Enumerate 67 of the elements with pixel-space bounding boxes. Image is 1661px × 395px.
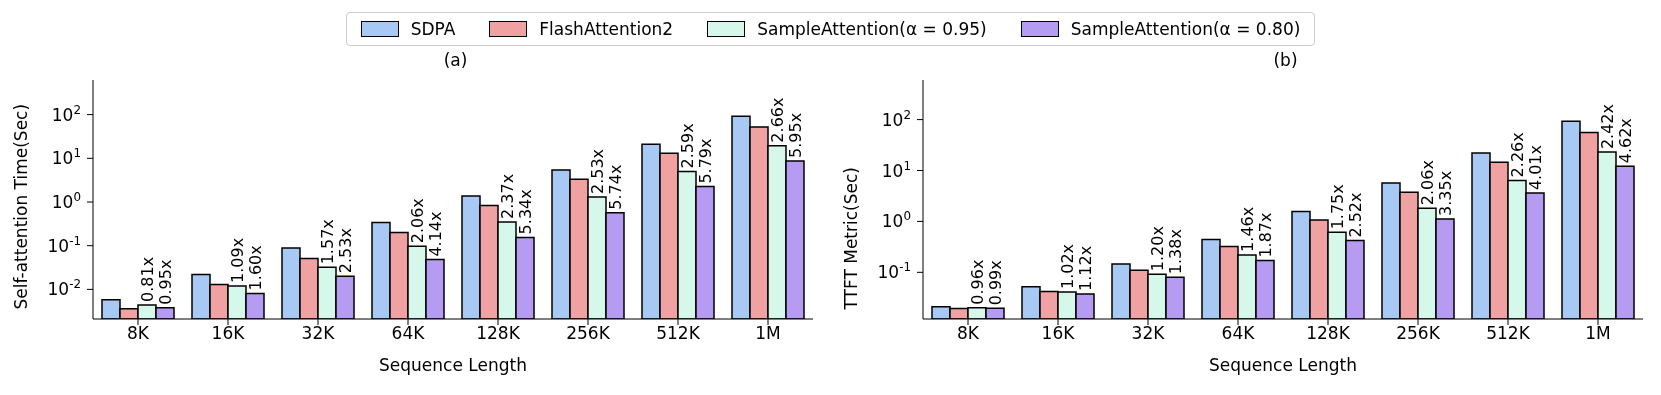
annotation: 1.38x xyxy=(1166,229,1185,275)
annotation: 5.79x xyxy=(696,138,715,184)
legend-label: SampleAttention(α = 0.95) xyxy=(757,19,987,39)
x-tick-label: 1M xyxy=(755,323,781,344)
y-axis-title: TTFT Metric(Sec) xyxy=(841,167,862,311)
x-tick-label: 512K xyxy=(656,323,701,344)
x-tick-label: 256K xyxy=(1396,323,1441,344)
y-tick-label: 10$^{0}$ xyxy=(881,209,911,232)
x-tick-label: 128K xyxy=(476,323,521,344)
x-tick-label: 16K xyxy=(1041,323,1076,344)
legend-label: SampleAttention(α = 0.80) xyxy=(1070,19,1301,39)
y-tick-label: 10$^{2}$ xyxy=(51,102,81,125)
x-tick-label: 128K xyxy=(1306,323,1351,344)
annotation: 2.42x xyxy=(1598,104,1617,150)
annotation: 1.09x xyxy=(228,237,247,283)
x-tick-label: 512K xyxy=(1486,323,1531,344)
y-axis-title: Self-attention Time(Sec) xyxy=(11,103,32,310)
annotation: 2.59x xyxy=(678,123,697,169)
x-axis-title: Sequence Length xyxy=(1209,355,1357,375)
annotation: 1.60x xyxy=(246,245,265,291)
annotation: 2.26x xyxy=(1508,132,1527,178)
annotation: 1.57x xyxy=(318,219,337,265)
x-tick-label: 32K xyxy=(1131,323,1166,344)
annotation: 2.53x xyxy=(588,148,607,195)
annotation: 2.06x xyxy=(1418,160,1437,206)
x-tick-label: 16K xyxy=(211,323,246,344)
y-tick-label: 10$^{1}$ xyxy=(51,146,81,169)
annotation: 3.35x xyxy=(1436,170,1455,216)
chart-title: (a) xyxy=(442,50,469,72)
y-tick-label: 10$^{1}$ xyxy=(881,158,911,181)
x-tick-label: 8K xyxy=(957,323,980,344)
annotation: 2.37x xyxy=(498,173,517,219)
legend-label: SDPA xyxy=(410,19,456,39)
annotation: 2.06x xyxy=(408,198,427,244)
annotation: 0.81x xyxy=(138,256,157,302)
x-tick-label: 8K xyxy=(127,323,150,344)
annotation: 1.12x xyxy=(1076,245,1095,291)
y-tick-label: 10$^{0}$ xyxy=(51,190,81,212)
annotation: 1.75x xyxy=(1328,184,1347,230)
annotation: 0.95x xyxy=(156,259,175,305)
annotation: 4.62x xyxy=(1616,118,1635,164)
annotation: 4.01x xyxy=(1526,145,1545,191)
y-tick-label: 10$^{-2}$ xyxy=(47,277,81,300)
x-tick-label: 64K xyxy=(391,323,426,344)
chart-title: (b) xyxy=(1272,50,1299,72)
x-axis-title: Sequence Length xyxy=(379,355,527,375)
annotation: 1.02x xyxy=(1058,243,1077,290)
y-tick-label: 10$^{-1}$ xyxy=(877,260,911,283)
annotation: 1.46x xyxy=(1238,206,1257,252)
x-tick-label: 256K xyxy=(566,323,611,344)
annotation: 5.95x xyxy=(786,112,805,158)
annotation: 5.34x xyxy=(516,189,535,235)
y-tick-label: 10$^{2}$ xyxy=(881,107,911,130)
annotation: 0.99x xyxy=(986,260,1005,306)
annotation: 1.87x xyxy=(1256,212,1275,258)
annotation: 0.96x xyxy=(968,259,987,305)
annotation: 5.74x xyxy=(606,164,625,210)
annotation: 4.14x xyxy=(426,211,445,257)
x-tick-label: 32K xyxy=(301,323,336,344)
legend-label: FlashAttention2 xyxy=(539,19,674,39)
annotation: 2.53x xyxy=(336,228,355,274)
annotation: 2.66x xyxy=(768,97,787,143)
y-tick-label: 10$^{-1}$ xyxy=(47,233,81,256)
x-tick-label: 64K xyxy=(1221,323,1256,344)
annotation: 2.52x xyxy=(1346,192,1365,238)
x-tick-label: 1M xyxy=(1585,323,1611,344)
annotation: 1.20x xyxy=(1148,226,1167,272)
